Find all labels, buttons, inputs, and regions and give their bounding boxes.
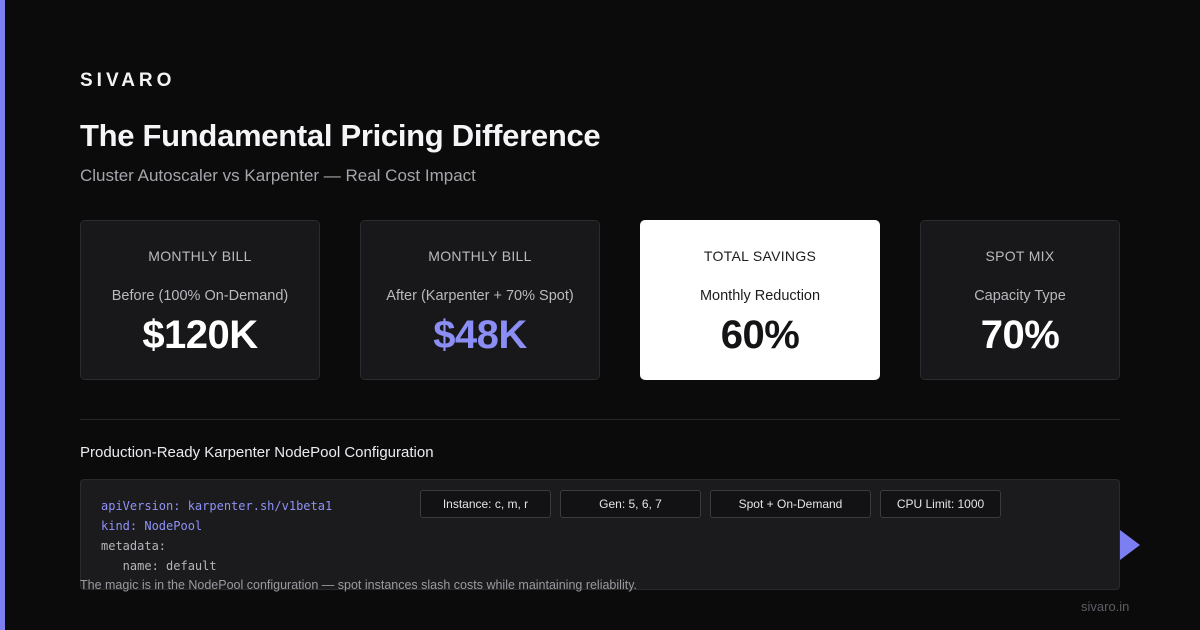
- card-label: SPOT MIX: [985, 248, 1055, 264]
- tag-generation: Gen: 5, 6, 7: [560, 490, 701, 518]
- accent-bar: [0, 0, 5, 630]
- code-panel: apiVersion: karpenter.sh/v1beta1 kind: N…: [80, 479, 1120, 590]
- card-sublabel: Capacity Type: [974, 288, 1066, 304]
- tag-instance: Instance: c, m, r: [420, 490, 551, 518]
- brand-logo: SIVARO: [80, 70, 176, 91]
- code-block: apiVersion: karpenter.sh/v1beta1 kind: N…: [101, 496, 332, 576]
- card-label: MONTHLY BILL: [428, 248, 532, 264]
- section-divider: [80, 419, 1120, 420]
- card-value: 60%: [720, 313, 800, 357]
- play-icon[interactable]: [1120, 530, 1140, 560]
- code-line: name: default: [101, 559, 217, 573]
- card-after-bill: MONTHLY BILL After (Karpenter + 70% Spot…: [360, 220, 600, 380]
- card-value: $48K: [433, 313, 527, 357]
- code-line: kind: NodePool: [101, 519, 203, 533]
- tag-capacity: Spot + On-Demand: [710, 490, 871, 518]
- footer-url: sivaro.in: [1081, 599, 1130, 614]
- card-before-bill: MONTHLY BILL Before (100% On-Demand) $12…: [80, 220, 320, 380]
- card-spot-mix: SPOT MIX Capacity Type 70%: [920, 220, 1120, 380]
- caption: The magic is in the NodePool configurati…: [80, 578, 637, 592]
- card-value: 70%: [980, 313, 1060, 357]
- code-line: metadata:: [101, 539, 167, 553]
- card-sublabel: Monthly Reduction: [699, 288, 821, 304]
- section-title: Production-Ready Karpenter NodePool Conf…: [80, 444, 434, 461]
- card-value: $120K: [142, 313, 258, 357]
- code-line: apiVersion: karpenter.sh/v1beta1: [101, 499, 333, 513]
- card-label: TOTAL SAVINGS: [703, 248, 817, 264]
- card-total-savings: TOTAL SAVINGS Monthly Reduction 60%: [640, 220, 880, 380]
- tag-cpu-limit: CPU Limit: 1000: [880, 490, 1001, 518]
- card-label: MONTHLY BILL: [148, 248, 252, 264]
- card-sublabel: After (Karpenter + 70% Spot): [386, 288, 574, 304]
- card-sublabel: Before (100% On-Demand): [111, 288, 289, 304]
- page-subtitle: Cluster Autoscaler vs Karpenter — Real C…: [80, 166, 476, 185]
- page-title: The Fundamental Pricing Difference: [80, 118, 601, 153]
